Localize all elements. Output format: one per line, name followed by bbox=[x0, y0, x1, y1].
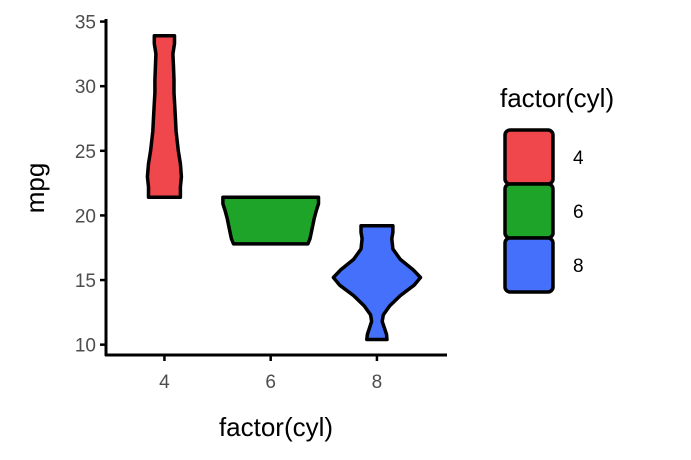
legend-label-4: 4 bbox=[573, 148, 584, 169]
legend-label-8: 8 bbox=[573, 256, 584, 277]
violin-8 bbox=[331, 224, 423, 342]
y-tick-label: 25 bbox=[75, 142, 96, 163]
legend-key-4 bbox=[503, 128, 555, 186]
legend-key-8 bbox=[503, 236, 555, 294]
y-ticks: 10 15 20 25 30 35 bbox=[75, 13, 106, 357]
y-tick-label: 30 bbox=[75, 77, 96, 98]
y-axis-title: mpg bbox=[20, 163, 50, 214]
violin-6 bbox=[221, 195, 321, 246]
legend-title: factor(cyl) bbox=[500, 83, 614, 113]
y-tick-label: 15 bbox=[75, 271, 96, 292]
y-tick-label: 10 bbox=[75, 336, 96, 357]
x-tick-label: 6 bbox=[265, 372, 276, 393]
legend: factor(cyl) 4 6 8 bbox=[500, 83, 614, 294]
x-tick-label: 4 bbox=[159, 372, 170, 393]
violin-4 bbox=[145, 34, 184, 200]
y-tick-label: 35 bbox=[75, 13, 96, 34]
x-axis-title: factor(cyl) bbox=[219, 412, 333, 442]
legend-key-6 bbox=[503, 182, 555, 240]
axes: 10 15 20 25 30 35 4 6 8 bbox=[75, 13, 447, 393]
y-tick-label: 20 bbox=[75, 206, 96, 227]
x-ticks: 4 6 8 bbox=[159, 355, 382, 393]
legend-label-6: 6 bbox=[573, 202, 584, 223]
violin-layer bbox=[145, 34, 423, 342]
x-tick-label: 8 bbox=[372, 372, 383, 393]
